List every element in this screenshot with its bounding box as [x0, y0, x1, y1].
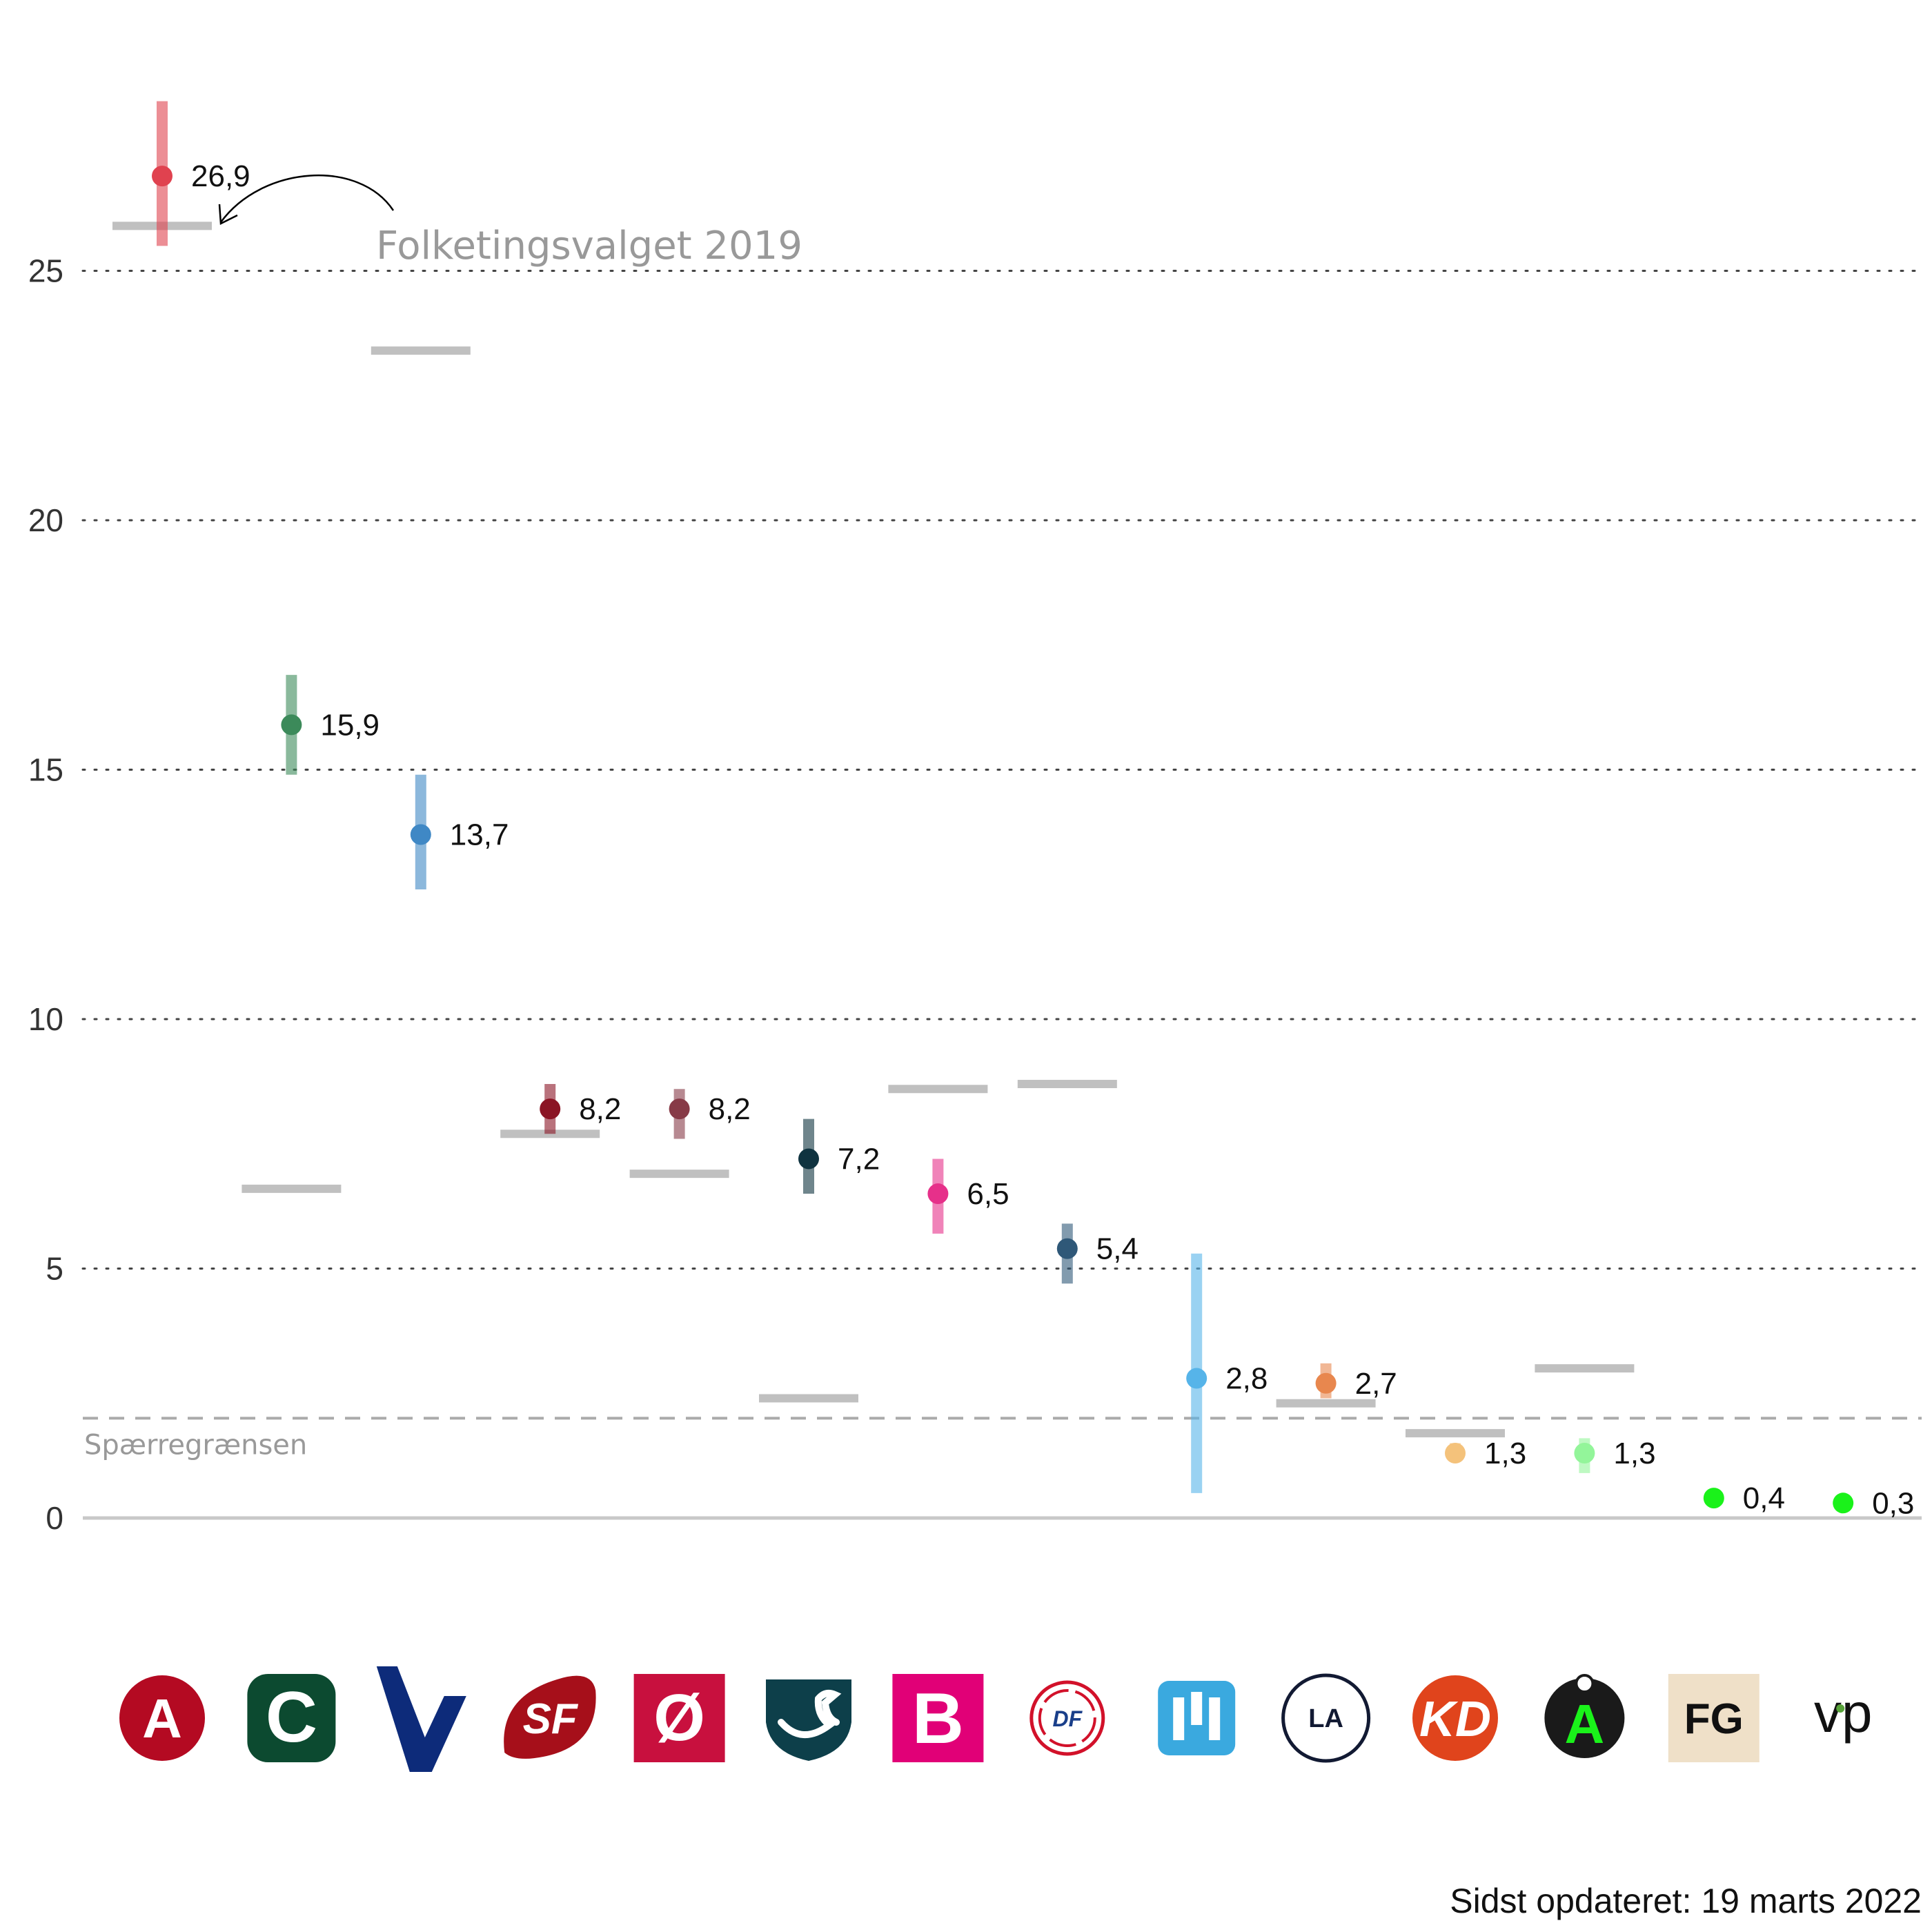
data-point [1703, 1488, 1724, 1509]
value-label: 8,2 [579, 1092, 621, 1126]
y-axis-ticks: 0 5 10 15 20 25 [28, 253, 63, 1537]
data-point [1315, 1372, 1337, 1394]
value-label: 7,2 [838, 1142, 880, 1176]
logo-d [766, 1679, 851, 1761]
logo-c-text: C [266, 1677, 317, 1757]
value-label: 8,2 [709, 1092, 751, 1126]
logo-v [376, 1666, 466, 1772]
value-label: 5,4 [1096, 1232, 1138, 1266]
party-logos: A C SF Ø B DF LA KD A FG vp [119, 1666, 1872, 1772]
logo-fg-text: FG [1684, 1695, 1744, 1743]
value-label: 6,5 [967, 1177, 1009, 1211]
threshold-label: Spærregrænsen [84, 1429, 307, 1461]
value-label: 2,8 [1225, 1362, 1268, 1396]
logo-b-box [892, 1674, 984, 1762]
annotation-arrow [219, 175, 395, 223]
logo-c: C [247, 1674, 336, 1762]
logo-df: DF [1029, 1680, 1105, 1756]
value-label: 13,7 [450, 818, 509, 851]
value-label: 1,3 [1613, 1437, 1655, 1470]
data-point [410, 824, 431, 845]
logo-m-bar [1209, 1697, 1221, 1740]
logo-aa-circle [1544, 1678, 1625, 1758]
logo-fg-box [1668, 1674, 1759, 1762]
logo-b: B [892, 1674, 984, 1762]
logo-m [1158, 1681, 1236, 1755]
data-point [152, 166, 172, 187]
data-point [669, 1098, 690, 1120]
y-tick-20: 20 [28, 502, 63, 538]
data-point [1186, 1368, 1208, 1389]
logo-d-swan [778, 1690, 842, 1738]
logo-sf: SF [504, 1675, 596, 1759]
logo-vp-dot [1836, 1704, 1845, 1713]
error-bars [157, 101, 1590, 1493]
data-point [1574, 1443, 1595, 1464]
poll-points [152, 166, 1854, 1514]
logo-m-bar [1173, 1697, 1185, 1740]
logo-b-text: B [912, 1679, 964, 1759]
annotation-arrowhead [218, 204, 238, 225]
logo-aa-ring [1575, 1674, 1595, 1693]
logo-la-text: LA [1308, 1704, 1343, 1733]
data-point [1056, 1238, 1078, 1259]
logo-v-shape [376, 1666, 466, 1772]
data-point [540, 1098, 561, 1120]
logo-a-circle [119, 1675, 205, 1761]
y-tick-0: 0 [46, 1500, 63, 1536]
y-tick-10: 10 [28, 1001, 63, 1037]
value-label: 26,9 [191, 159, 250, 193]
logo-kd-text: KD [1419, 1692, 1491, 1747]
logo-a-text: A [142, 1688, 182, 1749]
logo-vp-text: vp [1814, 1682, 1873, 1744]
grid-lines [81, 270, 1923, 1270]
logo-sf-shape [504, 1675, 596, 1759]
logo-kd-circle [1412, 1675, 1498, 1761]
value-label: 2,7 [1355, 1367, 1397, 1401]
logo-o-box [633, 1674, 725, 1762]
logo-df-ring-inner [1038, 1689, 1096, 1747]
value-label: 0,4 [1743, 1481, 1785, 1515]
last-updated: Sidst opdateret: 19 marts 2022 [1450, 1882, 1922, 1920]
y-tick-5: 5 [46, 1251, 63, 1287]
logo-aa: A [1544, 1674, 1625, 1758]
value-label: 15,9 [320, 708, 379, 742]
data-point [281, 714, 302, 736]
logo-o: Ø [633, 1674, 725, 1762]
data-point [1833, 1492, 1854, 1514]
logo-la-ring [1281, 1673, 1371, 1763]
logo-m-bar [1191, 1692, 1203, 1725]
logo-vp: vp [1814, 1682, 1873, 1744]
y-tick-25: 25 [28, 253, 63, 289]
logo-aa-text: A [1565, 1693, 1605, 1755]
logo-c-box [247, 1674, 336, 1762]
logo-sf-text: SF [523, 1695, 579, 1743]
y-tick-15: 15 [28, 752, 63, 788]
logo-o-text: Ø [653, 1681, 705, 1755]
data-point [927, 1183, 949, 1205]
data-point [798, 1148, 819, 1170]
logo-fg: FG [1668, 1674, 1759, 1762]
election-annotation: Folketingsvalget 2019 [376, 224, 802, 268]
value-label: 0,3 [1872, 1486, 1914, 1520]
logo-la: LA [1281, 1673, 1371, 1763]
election-markers [112, 221, 1635, 1438]
data-point [1445, 1443, 1466, 1464]
logo-df-ring-outer [1029, 1680, 1105, 1756]
logo-a: A [119, 1675, 205, 1761]
value-labels: 26,9 15,9 13,7 8,2 8,2 7,2 6,5 5,4 2,8 2,7 1,3 1,3 0… [191, 159, 1914, 1520]
logo-kd: KD [1412, 1675, 1498, 1761]
logo-df-text: DF [1052, 1706, 1083, 1731]
value-label: 1,3 [1484, 1437, 1526, 1470]
